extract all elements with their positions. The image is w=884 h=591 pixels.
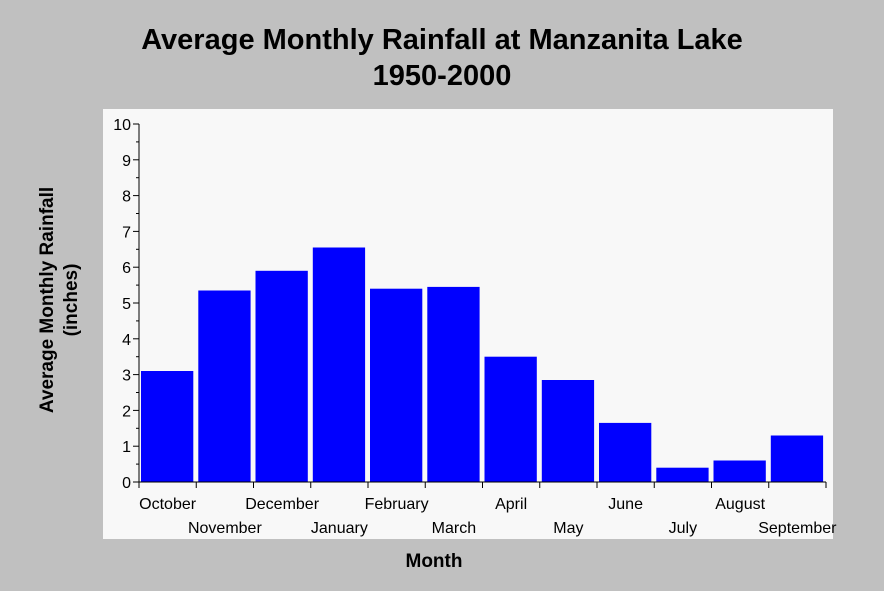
x-tick-label-january: January — [311, 520, 368, 537]
x-tick-label-february: February — [365, 496, 429, 513]
y-axis-title: Average Monthly Rainfall — [37, 187, 58, 413]
x-tick-label-august: August — [715, 496, 765, 513]
bar-october — [141, 371, 194, 482]
bar-november — [198, 290, 251, 482]
chart-title-block: Average Monthly Rainfall at Manzanita La… — [0, 22, 884, 94]
chart-subtitle: 1950-2000 — [372, 60, 512, 92]
x-tick-label-april: April — [495, 496, 527, 513]
bar-february — [370, 288, 423, 482]
x-tick-label-june: June — [608, 496, 643, 513]
x-tick-label-october: October — [139, 496, 197, 513]
y-axis-units: (inches) — [61, 264, 82, 337]
x-tick-label-july: July — [669, 520, 697, 537]
y-ticks-group: 0 1 2 3 4 5 6 7 8 9 10 — [113, 117, 139, 492]
bar-june — [599, 422, 652, 482]
y-tick-label: 10 — [113, 117, 131, 134]
y-tick-label: 4 — [122, 332, 131, 349]
x-tick-label-december: December — [245, 496, 319, 513]
y-tick-label: 8 — [122, 189, 131, 206]
bars-group — [141, 247, 824, 482]
bar-january — [312, 247, 366, 482]
x-tick-label-may: May — [553, 520, 583, 537]
y-tick-label: 2 — [122, 403, 131, 420]
bar-march — [427, 286, 480, 482]
bar-may — [541, 380, 595, 482]
y-tick-label: 1 — [122, 439, 131, 456]
x-tick-label-september: September — [758, 520, 837, 537]
y-tick-label: 6 — [122, 260, 131, 277]
bar-july — [656, 467, 709, 482]
y-tick-label: 3 — [122, 368, 131, 385]
bar-august — [713, 460, 766, 482]
y-tick-label: 7 — [122, 224, 131, 241]
x-axis-title: Month — [406, 551, 463, 572]
y-tick-label: 5 — [122, 296, 131, 313]
x-ticks-group: OctoberNovemberDecemberJanuaryFebruaryMa… — [138, 482, 837, 537]
chart-title: Average Monthly Rainfall at Manzanita La… — [141, 24, 743, 56]
x-tick-label-march: March — [432, 520, 476, 537]
bar-december — [255, 270, 308, 482]
y-tick-label: 0 — [122, 475, 131, 492]
x-tick-label-november: November — [188, 520, 262, 537]
bar-april — [484, 356, 537, 482]
y-tick-label: 9 — [122, 153, 131, 170]
bar-september — [770, 435, 824, 482]
